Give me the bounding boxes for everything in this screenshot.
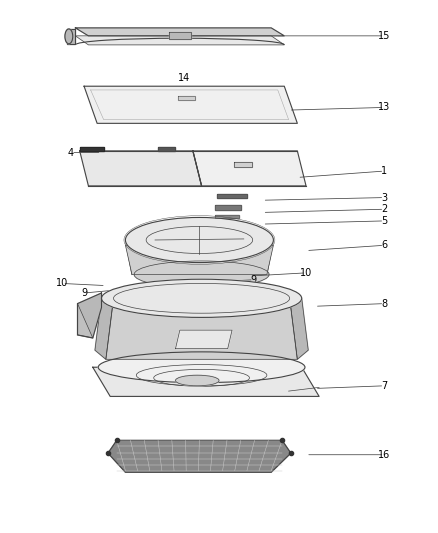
- Polygon shape: [291, 298, 308, 359]
- Polygon shape: [215, 215, 239, 218]
- Polygon shape: [78, 304, 93, 338]
- Polygon shape: [80, 147, 104, 151]
- Text: 10: 10: [56, 278, 68, 288]
- Polygon shape: [84, 86, 297, 123]
- Polygon shape: [158, 147, 176, 151]
- Text: 14: 14: [178, 73, 190, 83]
- Text: 11: 11: [204, 349, 216, 359]
- Polygon shape: [80, 151, 201, 186]
- Ellipse shape: [124, 350, 288, 369]
- Polygon shape: [176, 330, 232, 349]
- Text: 3: 3: [381, 192, 388, 203]
- Text: 9: 9: [251, 274, 257, 285]
- Polygon shape: [75, 28, 284, 36]
- Polygon shape: [234, 162, 252, 167]
- Polygon shape: [93, 367, 319, 397]
- Text: 13: 13: [378, 102, 391, 112]
- Text: 7: 7: [381, 381, 388, 391]
- Text: 6: 6: [381, 240, 388, 251]
- Ellipse shape: [176, 375, 219, 386]
- Polygon shape: [178, 96, 195, 100]
- Polygon shape: [106, 308, 297, 359]
- Text: 16: 16: [378, 450, 391, 460]
- Polygon shape: [217, 194, 247, 198]
- Text: 12: 12: [121, 341, 134, 351]
- Ellipse shape: [98, 352, 305, 383]
- Polygon shape: [95, 298, 113, 359]
- Polygon shape: [78, 293, 102, 338]
- Ellipse shape: [134, 261, 269, 288]
- Text: 10: 10: [300, 268, 312, 278]
- Polygon shape: [75, 36, 284, 45]
- Text: 15: 15: [378, 31, 391, 41]
- Text: 9: 9: [81, 288, 87, 298]
- Text: 8: 8: [381, 298, 388, 309]
- Text: 4: 4: [68, 148, 74, 158]
- Polygon shape: [91, 90, 289, 119]
- Polygon shape: [215, 205, 241, 211]
- Text: 1: 1: [381, 166, 388, 176]
- Ellipse shape: [102, 279, 302, 317]
- Polygon shape: [193, 151, 306, 186]
- Text: 5: 5: [381, 216, 388, 226]
- Polygon shape: [67, 29, 75, 44]
- Polygon shape: [125, 245, 273, 274]
- Polygon shape: [108, 440, 291, 472]
- Ellipse shape: [125, 217, 273, 263]
- Text: 2: 2: [381, 204, 388, 214]
- Ellipse shape: [65, 29, 73, 44]
- Polygon shape: [169, 32, 191, 38]
